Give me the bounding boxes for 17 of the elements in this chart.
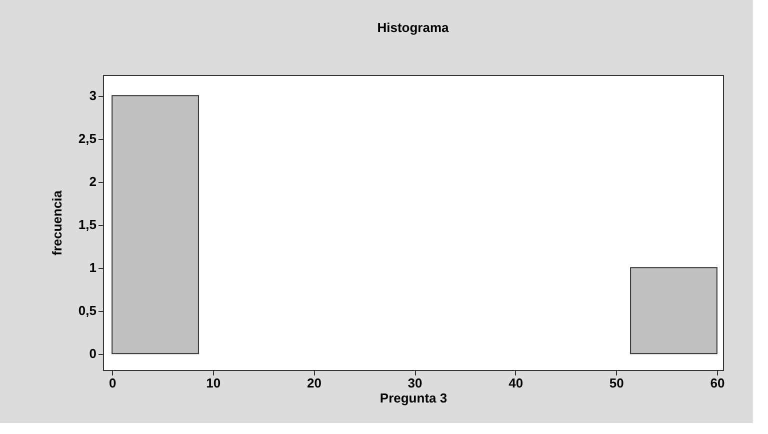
x-tick-label: 50	[609, 376, 624, 390]
y-axis-title: frecuencia	[49, 190, 64, 256]
y-tick-label: 0	[89, 346, 96, 362]
y-tick-label: 3	[89, 88, 96, 104]
x-axis-title: Pregunta 3	[380, 390, 448, 406]
y-tick-label: 1	[89, 260, 96, 276]
x-tick-label: 0	[108, 376, 116, 390]
chart-title: Histograma	[377, 20, 450, 35]
x-tick-label: 20	[306, 376, 322, 390]
x-tick-label: 30	[408, 376, 422, 390]
x-tick-label: 60	[710, 376, 725, 390]
y-tick-label: 2	[89, 174, 96, 190]
y-tick-label: 2,5	[78, 131, 96, 146]
x-tick-label: 10	[206, 376, 221, 390]
x-tick-label: 40	[508, 376, 524, 390]
y-tick-label: 1,5	[78, 217, 96, 232]
y-tick-label: 0,5	[78, 303, 96, 318]
